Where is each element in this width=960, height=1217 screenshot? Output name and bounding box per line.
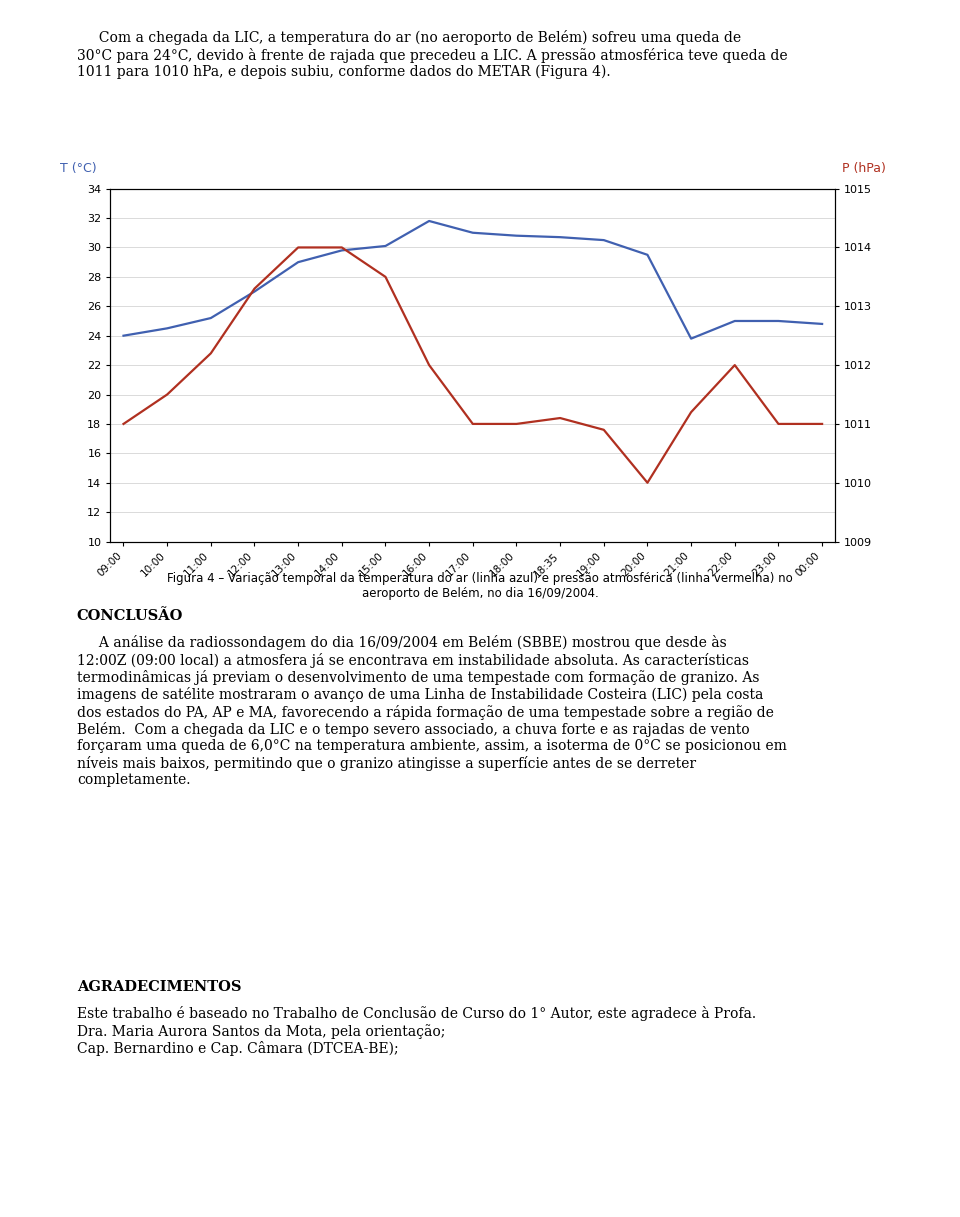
- Text: T (°C): T (°C): [60, 162, 96, 174]
- Text: AGRADECIMENTOS: AGRADECIMENTOS: [77, 980, 241, 994]
- Text: Com a chegada da LIC, a temperatura do ar (no aeroporto de Belém) sofreu uma que: Com a chegada da LIC, a temperatura do a…: [77, 30, 787, 79]
- Text: A análise da radiossondagem do dia 16/09/2004 em Belém (SBBE) mostrou que desde : A análise da radiossondagem do dia 16/09…: [77, 635, 786, 787]
- Text: Figura 4 – Variação temporal da temperatura do ar (linha azul) e pressão atmosfé: Figura 4 – Variação temporal da temperat…: [167, 572, 793, 600]
- Text: CONCLUSÃO: CONCLUSÃO: [77, 608, 183, 623]
- Text: Este trabalho é baseado no Trabalho de Conclusão de Curso do 1° Autor, este agra: Este trabalho é baseado no Trabalho de C…: [77, 1006, 756, 1056]
- Text: P (hPa): P (hPa): [842, 162, 886, 174]
